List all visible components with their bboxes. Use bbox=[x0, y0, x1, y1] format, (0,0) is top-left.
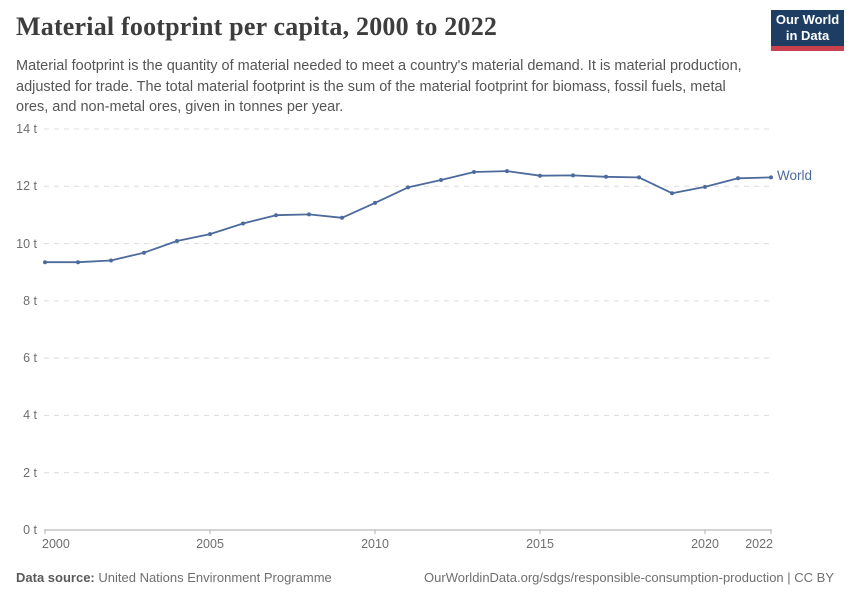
data-point-2019 bbox=[670, 191, 674, 196]
owid-logo-line2: in Data bbox=[785, 28, 830, 43]
x-tick-label-2000: 2000 bbox=[42, 537, 70, 551]
x-tick-label-2005: 2005 bbox=[196, 537, 224, 551]
x-tick-label-2022: 2022 bbox=[745, 537, 773, 551]
data-source-note: Data source: United Nations Environment … bbox=[16, 570, 332, 585]
y-tick-label-6: 6 t bbox=[23, 351, 37, 366]
data-point-2014 bbox=[505, 169, 509, 174]
y-tick-label-14: 14 t bbox=[16, 122, 37, 136]
chart-subtitle: Material footprint is the quantity of ma… bbox=[16, 58, 742, 116]
data-point-2015 bbox=[538, 173, 542, 178]
data-point-2018 bbox=[637, 175, 641, 180]
x-tick-label-2020: 2020 bbox=[691, 537, 719, 551]
y-tick-label-10: 10 t bbox=[16, 236, 37, 251]
data-point-2007 bbox=[274, 213, 278, 218]
data-point-2002 bbox=[109, 258, 113, 263]
y-tick-label-12: 12 t bbox=[16, 179, 37, 194]
data-point-2020 bbox=[703, 184, 707, 189]
data-source-label: Data source: bbox=[16, 570, 95, 585]
data-point-2009 bbox=[340, 215, 344, 220]
data-point-2003 bbox=[142, 250, 146, 255]
owid-logo[interactable]: Our World in Data bbox=[771, 10, 844, 51]
data-point-2013 bbox=[472, 170, 476, 174]
data-point-2022 bbox=[769, 175, 773, 180]
chart-footer: Data source: United Nations Environment … bbox=[16, 570, 834, 585]
license-credit-link[interactable]: OurWorldinData.org/sdgs/responsible-cons… bbox=[424, 570, 834, 585]
y-tick-label-0: 0 t bbox=[23, 523, 37, 537]
data-point-2008 bbox=[307, 212, 311, 217]
data-point-2012 bbox=[439, 178, 443, 182]
x-tick-label-2015: 2015 bbox=[526, 537, 554, 551]
data-point-2006 bbox=[241, 221, 245, 226]
series-label-world[interactable]: World bbox=[777, 168, 813, 184]
data-point-2004 bbox=[175, 239, 179, 243]
data-point-2001 bbox=[76, 260, 80, 265]
line-series-world bbox=[44, 170, 772, 264]
data-point-2005 bbox=[208, 232, 212, 237]
data-point-2011 bbox=[406, 185, 410, 190]
data-source-value: United Nations Environment Programme bbox=[98, 570, 332, 585]
y-tick-label-4: 4 t bbox=[23, 408, 37, 423]
y-tick-label-2: 2 t bbox=[23, 465, 37, 480]
data-point-2010 bbox=[373, 200, 377, 205]
y-tick-label-8: 8 t bbox=[23, 293, 37, 308]
data-point-2017 bbox=[604, 174, 608, 179]
data-point-2016 bbox=[571, 173, 575, 178]
x-tick-label-2010: 2010 bbox=[361, 537, 389, 551]
data-point-2000 bbox=[43, 260, 47, 265]
owid-logo-line1: Our World bbox=[775, 11, 840, 27]
data-point-2021 bbox=[736, 176, 740, 181]
page-title: Material footprint per capita, 2000 to 2… bbox=[16, 12, 498, 41]
